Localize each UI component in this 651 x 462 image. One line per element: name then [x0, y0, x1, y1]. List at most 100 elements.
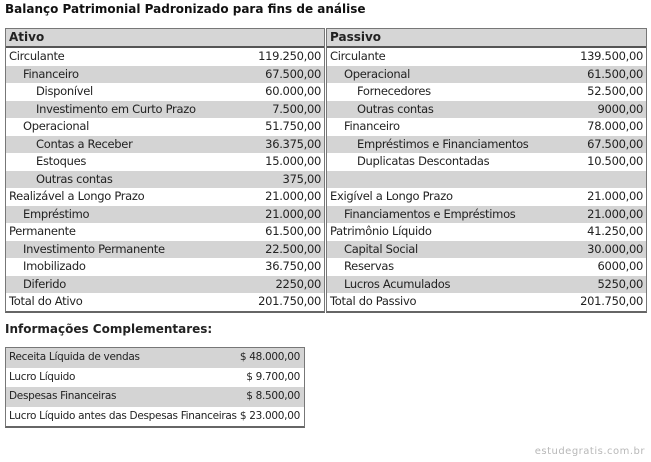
complementares-table: Receita Líquida de vendas $ 48.000,00 Lucr…: [5, 347, 305, 428]
passivo-header: Passivo: [327, 29, 646, 48]
watermark: estudegratis.com.br: [534, 446, 645, 457]
row-value: 36.750,00: [265, 259, 321, 273]
row-label: Circulante: [330, 49, 386, 63]
row-label: Lucro Líquido: [9, 370, 76, 383]
row-value: 67.500,00: [587, 136, 643, 151]
row-label: Despesas Financeiras: [9, 390, 117, 402]
row-label: Financiamentos e Empréstimos: [344, 206, 516, 221]
row-label: Fornecedores: [357, 84, 431, 98]
table-row: Disponível 60.000,00: [6, 83, 324, 101]
table-row: Permanente 61.500,00: [6, 223, 324, 241]
row-value: 139.500,00: [580, 49, 643, 63]
table-row: Patrimônio Líquido 41.250,00: [327, 223, 646, 241]
row-label: Operacional: [23, 119, 89, 133]
row-value: 30.000,00: [587, 241, 643, 256]
row-value: 36.375,00: [265, 136, 321, 151]
row-label: Lucros Acumulados: [344, 276, 451, 291]
row-value: 60.000,00: [265, 84, 321, 98]
table-row: Investimento em Curto Prazo 7.500,00: [6, 100, 324, 118]
table-row: Outras contas 375,00: [6, 170, 324, 188]
table-row: Operacional 61.500,00: [327, 65, 646, 83]
row-label: Financeiro: [23, 66, 79, 81]
table-row: Diferido 2250,00: [6, 275, 324, 293]
row-label: Patrimônio Líquido: [330, 224, 432, 238]
row-value: 2250,00: [275, 276, 322, 291]
row-value: 51.750,00: [265, 119, 321, 133]
table-row: Capital Social 30.000,00: [327, 240, 646, 258]
table-row: Imobilizado 36.750,00: [6, 258, 324, 276]
row-value: 201.750,00: [258, 294, 321, 308]
row-value: 78.000,00: [587, 119, 643, 133]
ativo-table: Ativo Circulante 119.250,00 Financeiro 67.5…: [5, 28, 325, 313]
row-value: 21.000,00: [587, 189, 643, 203]
table-row: Outras contas 9000,00: [327, 100, 646, 118]
row-value: 52.500,00: [587, 84, 643, 98]
table-row: Despesas Financeiras $ 8.500,00: [6, 387, 304, 407]
complementares-title: Informações Complementares:: [5, 322, 213, 336]
row-value: $ 8.500,00: [246, 390, 300, 402]
table-row: Reservas 6000,00: [327, 258, 646, 276]
table-row: Exigível a Longo Prazo 21.000,00: [327, 188, 646, 206]
table-row: Circulante 139.500,00: [327, 48, 646, 66]
table-row: Lucro Líquido antes das Despesas Finance…: [6, 407, 304, 427]
table-row: Realizável a Longo Prazo 21.000,00: [6, 188, 324, 206]
row-label: Contas a Receber: [36, 136, 133, 151]
row-label: Receita Líquida de vendas: [9, 351, 140, 363]
table-row: Total do Passivo 201.750,00: [327, 293, 646, 311]
table-row: Financeiro 67.500,00: [6, 65, 324, 83]
row-label: Investimento em Curto Prazo: [36, 101, 196, 116]
row-label: Total do Passivo: [330, 294, 417, 308]
table-row: Estoques 15.000,00: [6, 153, 324, 171]
row-label: Total do Ativo: [9, 294, 83, 308]
table-row: Lucro Líquido $ 9.700,00: [6, 368, 304, 388]
row-label: Operacional: [344, 66, 410, 81]
row-label: Lucro Líquido antes das Despesas Finance…: [9, 409, 237, 422]
row-label: Empréstimo: [23, 206, 90, 221]
row-value: 61.500,00: [265, 224, 321, 238]
row-label: [327, 171, 330, 189]
row-value: 375,00: [282, 171, 322, 186]
row-label: Reservas: [344, 259, 394, 273]
row-label: Outras contas: [36, 171, 113, 186]
row-label: Investimento Permanente: [23, 241, 165, 256]
row-value: 22.500,00: [265, 241, 321, 256]
row-value: 21.000,00: [265, 206, 321, 221]
table-row: Empréstimo 21.000,00: [6, 205, 324, 223]
row-value: 5250,00: [597, 276, 644, 291]
table-row: Duplicatas Descontadas 10.500,00: [327, 153, 646, 171]
row-value: $ 9.700,00: [246, 370, 300, 383]
table-row: Financeiro 78.000,00: [327, 118, 646, 136]
row-label: Diferido: [23, 276, 67, 291]
row-label: Circulante: [9, 49, 65, 63]
row-value: 21.000,00: [587, 206, 643, 221]
row-label: Empréstimos e Financiamentos: [357, 136, 529, 151]
page-title: Balanço Patrimonial Padronizado para fin…: [5, 2, 366, 16]
passivo-table: Passivo Circulante 139.500,00 Operacional 6…: [326, 28, 647, 313]
row-value: $ 48.000,00: [239, 351, 300, 363]
table-row: Operacional 51.750,00: [6, 118, 324, 136]
row-value: 7.500,00: [272, 101, 321, 116]
table-row: [327, 170, 646, 189]
row-label: Estoques: [36, 154, 87, 168]
row-value: $ 23.000,00: [239, 409, 300, 422]
table-row: Financiamentos e Empréstimos 21.000,00: [327, 205, 646, 223]
row-label: Capital Social: [344, 241, 418, 256]
row-label: Exigível a Longo Prazo: [330, 189, 453, 203]
table-row: Circulante 119.250,00: [6, 48, 324, 66]
table-row: Empréstimos e Financiamentos 67.500,00: [327, 135, 646, 153]
row-value: 119.250,00: [258, 49, 321, 63]
row-value: 201.750,00: [580, 294, 643, 308]
table-row: Receita Líquida de vendas $ 48.000,00: [6, 348, 304, 368]
row-value: 10.500,00: [587, 154, 643, 168]
table-row: Investimento Permanente 22.500,00: [6, 240, 324, 258]
row-label: Duplicatas Descontadas: [357, 154, 490, 168]
row-label: Permanente: [9, 224, 76, 238]
row-label: Financeiro: [344, 119, 400, 133]
row-label: Imobilizado: [23, 259, 86, 273]
table-row: Contas a Receber 36.375,00: [6, 135, 324, 153]
table-row: Fornecedores 52.500,00: [327, 83, 646, 101]
row-value: 61.500,00: [587, 66, 643, 81]
row-value: 6000,00: [597, 259, 644, 273]
table-row: Total do Ativo 201.750,00: [6, 293, 324, 311]
row-value: 9000,00: [597, 101, 644, 116]
